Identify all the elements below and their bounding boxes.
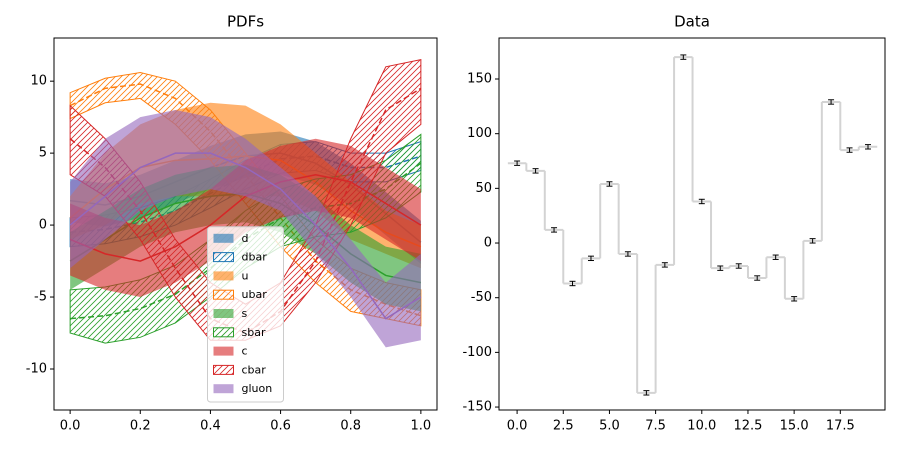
y-tick-label: -150 <box>462 400 492 415</box>
x-tick-label: 17.5 <box>826 419 855 434</box>
legend-label: d <box>242 232 249 245</box>
legend-swatch <box>213 271 234 281</box>
legend-label: c <box>242 345 248 358</box>
legend-swatch <box>213 233 234 243</box>
plot-area: d dbar u ubar s sbar c cbar gluon <box>69 58 422 403</box>
y-tick-label: 0 <box>39 218 47 233</box>
legend-label: sbar <box>242 326 266 339</box>
legend-label: u <box>242 269 249 282</box>
x-tick-label: 0.2 <box>130 419 151 434</box>
legend-label: gluon <box>242 382 273 395</box>
x-tick-label: 10.0 <box>687 419 716 434</box>
legend-label: ubar <box>242 288 268 301</box>
legend-box <box>207 226 284 403</box>
y-tick-label: -10 <box>26 361 47 376</box>
y-tick-label: 100 <box>467 126 492 141</box>
center-line <box>70 162 422 320</box>
y-tick-label: 50 <box>475 181 492 196</box>
legend-swatch <box>213 346 234 356</box>
x-tick-label: 0.8 <box>340 419 361 434</box>
x-tick-label: 0.4 <box>200 419 221 434</box>
axes-frame <box>498 37 886 411</box>
y-tick-label: -5 <box>34 290 47 305</box>
center-line <box>69 152 422 320</box>
axes-frame <box>53 37 438 411</box>
x-tick-label: 15.0 <box>780 419 809 434</box>
x-tick-label: 2.5 <box>553 419 574 434</box>
legend-swatch <box>213 309 234 318</box>
legend-swatch <box>213 252 234 263</box>
chart-title: Data <box>674 13 710 31</box>
y-tick-label: 5 <box>39 146 47 161</box>
y-tick-label: -50 <box>471 290 492 305</box>
legend-label: s <box>242 307 248 320</box>
y-tick-label: -100 <box>462 345 492 360</box>
legend-swatch <box>213 289 234 300</box>
legend-swatch <box>213 327 234 338</box>
band <box>70 109 421 348</box>
y-tick-label: 10 <box>30 74 47 89</box>
chart-title: PDFs <box>227 13 264 31</box>
legend-label: cbar <box>242 363 267 376</box>
legend-swatch <box>213 384 234 394</box>
x-tick-label: 0.6 <box>270 419 291 434</box>
plot-area <box>507 54 878 396</box>
y-tick-label: 0 <box>484 236 492 251</box>
x-tick-label: 7.5 <box>645 419 666 434</box>
x-tick-label: 5.0 <box>599 419 620 434</box>
y-tick-label: 150 <box>467 72 492 87</box>
x-tick-label: 0.0 <box>60 419 81 434</box>
x-tick-label: 12.5 <box>733 419 762 434</box>
x-tick-label: 1.0 <box>411 419 432 434</box>
legend-label: dbar <box>242 251 268 264</box>
x-tick-label: 0.0 <box>507 419 528 434</box>
legend-swatch <box>213 364 234 375</box>
